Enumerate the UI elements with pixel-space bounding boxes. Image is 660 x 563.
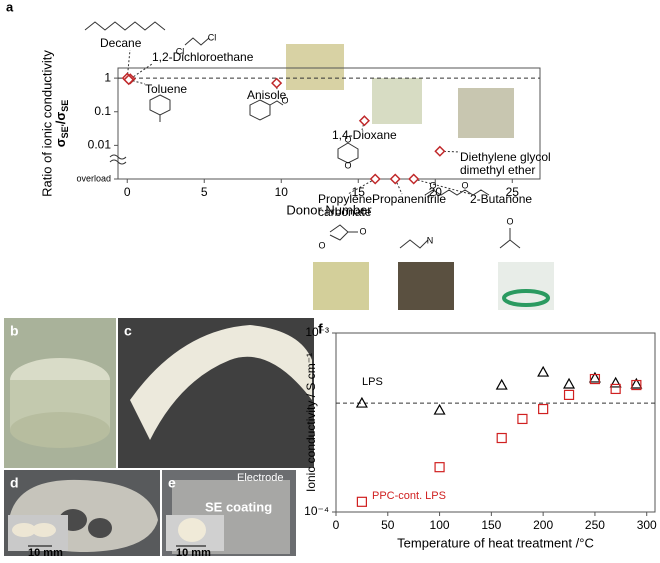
atom-label: O <box>281 95 288 105</box>
data-point <box>518 414 527 423</box>
y-tick-label: 10⁻⁴ <box>304 504 329 518</box>
x-tick-label: 10 <box>275 185 289 199</box>
atom-label: O <box>506 216 513 226</box>
atom-label: Cl <box>176 46 185 56</box>
x-axis-title: Temperature of heat treatment /°C <box>397 535 594 550</box>
point-label: 1,4-Dioxane <box>332 128 397 142</box>
point-label: Propanenitrile <box>372 192 446 206</box>
y-axis-title-part: /σ <box>53 112 68 125</box>
panel-letter: b <box>10 323 19 339</box>
y-axis-title-part: σ <box>53 138 68 147</box>
point-label: Toluene <box>145 82 187 96</box>
atom-label: O <box>344 160 351 170</box>
data-point <box>497 434 506 443</box>
atom-label: O <box>318 240 325 250</box>
photos <box>4 318 314 556</box>
y-axis-title-part: SE' <box>60 124 70 138</box>
atom-label: O <box>344 134 351 144</box>
data-point <box>565 390 574 399</box>
point-label: dimethyl ether <box>460 163 535 177</box>
x-tick-label: 200 <box>533 518 553 532</box>
y-tick-label: 10⁻³ <box>305 325 329 339</box>
plot-frame <box>336 333 655 512</box>
panel-letter-a: a <box>6 0 14 14</box>
x-tick-label: 0 <box>124 185 131 199</box>
atom-label: Cl <box>208 32 217 42</box>
x-tick-label: 250 <box>585 518 605 532</box>
point-label: carbonate <box>318 205 372 219</box>
y-tick-label: 0.01 <box>88 138 112 152</box>
point-label: 2-Butanone <box>470 192 532 206</box>
y-tick-label: 1 <box>104 70 111 84</box>
y-tick-label: 0.1 <box>94 104 111 118</box>
atom-label: O <box>429 180 436 190</box>
x-tick-label: 300 <box>637 518 657 532</box>
x-tick-label: 150 <box>481 518 501 532</box>
data-point <box>371 175 380 184</box>
atom-label: O <box>461 180 468 190</box>
y-axis-title-part: SE <box>60 100 70 112</box>
atom-label: N <box>427 235 434 245</box>
data-point <box>611 384 620 393</box>
photo-text: SE coating <box>205 499 272 514</box>
photo-text: 10 mm <box>28 547 63 558</box>
data-point <box>360 116 369 125</box>
panel-letter: c <box>124 323 132 339</box>
data-point <box>539 405 548 414</box>
y-axis-title-symbol: σSE'/σSE <box>53 100 70 148</box>
y-axis-title: Ionic conductivity / S cm⁻¹ <box>304 353 318 492</box>
photo-text: Electrode <box>237 472 283 484</box>
point-label: Decane <box>100 36 142 50</box>
y-tick-label: overload <box>76 173 111 183</box>
data-point <box>272 79 281 88</box>
data-point <box>611 378 621 387</box>
data-point <box>409 175 418 184</box>
data-point <box>391 175 400 184</box>
data-point <box>564 379 574 388</box>
y-axis-title: Ratio of ionic conductivity <box>39 50 54 197</box>
x-tick-label: 0 <box>333 518 340 532</box>
series-label: LPS <box>362 376 383 388</box>
atom-label: O <box>359 226 366 236</box>
data-point <box>357 497 366 506</box>
data-point <box>538 367 548 376</box>
data-point <box>435 405 445 414</box>
data-point <box>435 463 444 472</box>
photo-text: 10 mm <box>176 547 211 558</box>
point-label: 1,2-Dichloroethane <box>152 50 254 64</box>
series-label: PPC-cont. LPS <box>372 490 446 502</box>
panel-letter: d <box>10 475 19 491</box>
point-label: Propylene <box>318 192 372 206</box>
data-point <box>435 147 444 156</box>
panel-letter: e <box>168 475 176 491</box>
x-tick-label: 5 <box>201 185 208 199</box>
x-tick-label: 100 <box>430 518 450 532</box>
data-point <box>497 380 507 389</box>
x-tick-label: 50 <box>381 518 395 532</box>
point-label: Diethylene glycol <box>460 150 551 164</box>
